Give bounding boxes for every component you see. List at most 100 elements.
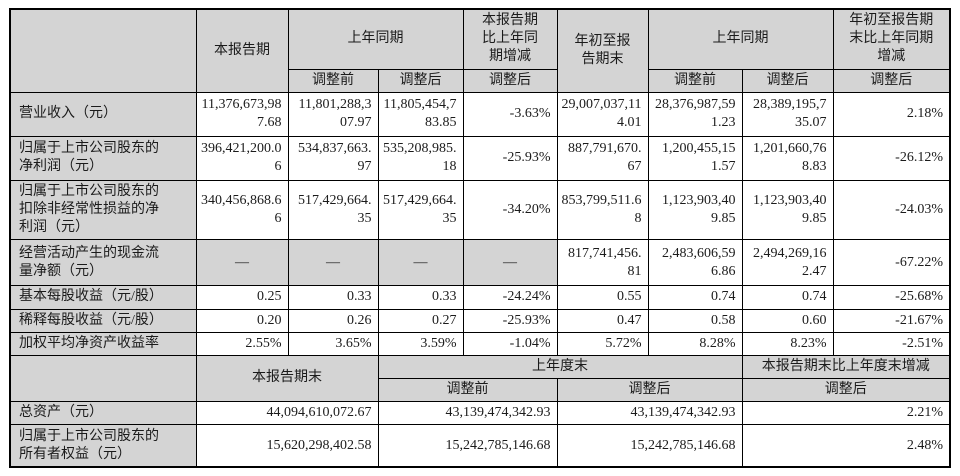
table-cell: 11,805,454,783.85 (377, 91, 464, 137)
financial-summary-table: 本报告期 上年同期 本报告期比上年同期增减 年初至报告期末 上年同期 年初至报告… (9, 8, 951, 468)
table-cell: 8.28% (647, 331, 743, 356)
table-cell: — (377, 239, 464, 287)
table-cell: 15,620,298,402.58 (195, 424, 379, 468)
table-cell: 3.65% (287, 331, 379, 356)
table-cell: -26.12% (832, 135, 951, 181)
table-cell: -2.51% (832, 331, 951, 356)
table-cell: 0.58 (647, 308, 743, 333)
table-cell: -3.63% (462, 91, 558, 137)
header-end-change: 本报告期末比上年度末增减 (741, 354, 951, 380)
row-operating-cash-flow: 经营活动产生的现金流量净额（元） — — — — 817,741,456.81 … (9, 239, 951, 287)
subheader-before-adjust: 调整前 (647, 68, 743, 93)
table-cell: 44,094,610,072.67 (195, 401, 379, 426)
table-cell: 0.25 (195, 285, 289, 310)
table-cell: 0.26 (287, 308, 379, 333)
table-cell: 8.23% (741, 331, 834, 356)
table-cell: 340,456,868.66 (195, 179, 289, 241)
table-cell: 29,007,037,114.01 (556, 91, 649, 137)
table-cell: 15,242,785,146.68 (377, 424, 558, 468)
header-ytd: 年初至报告期末 (556, 8, 649, 93)
table-cell: 517,429,664.35 (377, 179, 464, 241)
bottom-corner-cell (9, 354, 197, 403)
table-cell: 0.33 (377, 285, 464, 310)
table-cell: 1,123,903,409.85 (647, 179, 743, 241)
header-current-period: 本报告期 (195, 8, 289, 93)
row-label: 归属于上市公司股东的扣除非经常性损益的净利润（元） (9, 179, 197, 241)
row-label: 稀释每股收益（元/股） (9, 308, 197, 333)
table-cell: 43,139,474,342.93 (377, 401, 558, 426)
bottom-header-row-2: 调整前 调整后 调整后 (10, 378, 951, 403)
row-net-profit: 归属于上市公司股东的净利润（元） 396,421,200.06 534,837,… (9, 135, 951, 181)
table-cell: 1,200,455,151.57 (647, 135, 743, 181)
table-cell: -24.03% (832, 179, 951, 241)
row-label: 归属于上市公司股东的净利润（元） (9, 135, 197, 181)
table-cell: 11,801,288,307.97 (287, 91, 379, 137)
row-basic-eps: 基本每股收益（元/股） 0.25 0.33 0.33 -24.24% 0.55 … (9, 285, 951, 310)
table-cell: 3.59% (377, 331, 464, 356)
header-prior-period: 上年同期 (287, 8, 464, 70)
row-diluted-eps: 稀释每股收益（元/股） 0.20 0.26 0.27 -25.93% 0.47 … (9, 308, 951, 333)
row-label: 营业收入（元） (9, 91, 197, 137)
table-cell: 0.55 (556, 285, 649, 310)
table-cell: 0.20 (195, 308, 289, 333)
table-cell: -25.93% (462, 308, 558, 333)
header-prior-ytd: 上年同期 (647, 8, 834, 70)
table-cell: 0.60 (741, 308, 834, 333)
table-cell: 534,837,663.97 (287, 135, 379, 181)
subheader-after-adjust: 调整后 (741, 68, 834, 93)
row-revenue: 营业收入（元） 11,376,673,987.68 11,801,288,307… (9, 91, 951, 137)
row-label: 加权平均净资产收益率 (9, 331, 197, 356)
table-cell: -25.68% (832, 285, 951, 310)
table-cell: -1.04% (462, 331, 558, 356)
table-cell: -24.24% (462, 285, 558, 310)
table-cell: 2.21% (741, 401, 951, 426)
subheader-after-adjust: 调整后 (556, 378, 743, 403)
subheader-after-adjust: 调整后 (832, 68, 951, 93)
row-total-assets: 总资产（元） 44,094,610,072.67 43,139,474,342.… (9, 401, 951, 426)
table-cell: -25.93% (462, 135, 558, 181)
table-cell: 28,376,987,591.23 (647, 91, 743, 137)
table-cell: — (462, 239, 558, 287)
subheader-after-adjust: 调整后 (462, 68, 558, 93)
table-cell: 2,494,269,162.47 (741, 239, 834, 287)
table-cell: 11,376,673,987.68 (195, 91, 289, 137)
row-label: 基本每股收益（元/股） (9, 285, 197, 310)
table-cell: 0.74 (741, 285, 834, 310)
bottom-header-row-1: 本报告期末 上年度末 本报告期末比上年度末增减 (9, 354, 951, 403)
corner-cell (9, 8, 197, 93)
subheader-after-adjust: 调整后 (377, 68, 464, 93)
subheader-before-adjust: 调整前 (377, 378, 558, 403)
header-period-change: 本报告期比上年同期增减 (462, 8, 558, 70)
table-cell: 2.55% (195, 331, 289, 356)
table-cell: — (287, 239, 379, 287)
table-cell: 887,791,670.67 (556, 135, 649, 181)
table-cell: 817,741,456.81 (556, 239, 649, 287)
table-cell: 535,208,985.18 (377, 135, 464, 181)
table-cell: 0.27 (377, 308, 464, 333)
subheader-before-adjust: 调整前 (287, 68, 379, 93)
table-cell: 1,123,903,409.85 (741, 179, 834, 241)
table-cell: 396,421,200.06 (195, 135, 289, 181)
row-label: 归属于上市公司股东的所有者权益（元） (9, 424, 197, 468)
header-ytd-change: 年初至报告期末比上年同期增减 (832, 8, 951, 70)
table-cell: 28,389,195,735.07 (741, 91, 834, 137)
table-cell: -21.67% (832, 308, 951, 333)
table-cell: 2.48% (741, 424, 951, 468)
table-cell: — (195, 239, 289, 287)
table-cell: 43,139,474,342.93 (556, 401, 743, 426)
header-row-1: 本报告期 上年同期 本报告期比上年同期增减 年初至报告期末 上年同期 年初至报告… (9, 8, 951, 93)
table-cell: 5.72% (556, 331, 649, 356)
table-cell: 0.47 (556, 308, 649, 333)
row-label: 总资产（元） (9, 401, 197, 426)
header-prior-year-end: 上年度末 (377, 354, 743, 380)
row-net-profit-excl-nonrecurring: 归属于上市公司股东的扣除非经常性损益的净利润（元） 340,456,868.66… (9, 179, 951, 241)
row-label: 经营活动产生的现金流量净额（元） (9, 239, 197, 287)
header-row-2: 调整前 调整后 调整后 调整前 调整后 调整后 (10, 68, 951, 93)
header-end-of-period: 本报告期末 (195, 354, 379, 403)
subheader-after-adjust: 调整后 (741, 378, 951, 403)
table-cell: 2,483,606,596.86 (647, 239, 743, 287)
table-cell: 0.74 (647, 285, 743, 310)
table-cell: 1,201,660,768.83 (741, 135, 834, 181)
row-weighted-avg-roe: 加权平均净资产收益率 2.55% 3.65% 3.59% -1.04% 5.72… (9, 331, 951, 356)
